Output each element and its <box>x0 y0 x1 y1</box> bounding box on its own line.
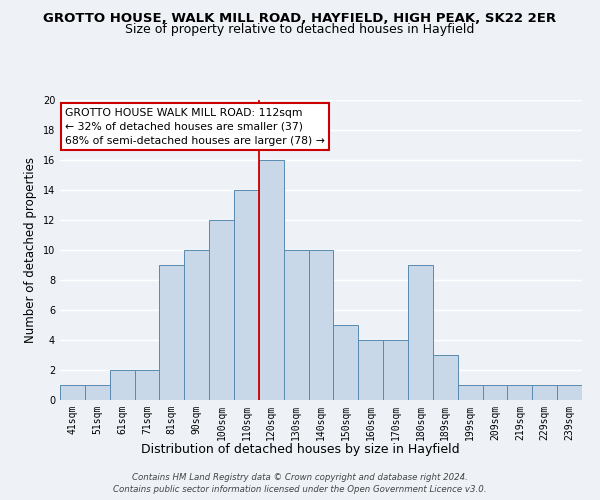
Bar <box>408 265 433 400</box>
Bar <box>234 190 259 400</box>
Bar <box>160 265 184 400</box>
Bar <box>85 385 110 400</box>
Bar <box>458 385 482 400</box>
Text: GROTTO HOUSE, WALK MILL ROAD, HAYFIELD, HIGH PEAK, SK22 2ER: GROTTO HOUSE, WALK MILL ROAD, HAYFIELD, … <box>43 12 557 26</box>
Text: Contains HM Land Registry data © Crown copyright and database right 2024.: Contains HM Land Registry data © Crown c… <box>132 472 468 482</box>
Bar <box>209 220 234 400</box>
Bar <box>284 250 308 400</box>
Bar <box>557 385 582 400</box>
Bar <box>259 160 284 400</box>
Bar <box>433 355 458 400</box>
Bar <box>308 250 334 400</box>
Bar <box>110 370 134 400</box>
Text: Distribution of detached houses by size in Hayfield: Distribution of detached houses by size … <box>140 442 460 456</box>
Bar <box>482 385 508 400</box>
Bar <box>184 250 209 400</box>
Text: Size of property relative to detached houses in Hayfield: Size of property relative to detached ho… <box>125 22 475 36</box>
Bar <box>358 340 383 400</box>
Text: GROTTO HOUSE WALK MILL ROAD: 112sqm
← 32% of detached houses are smaller (37)
68: GROTTO HOUSE WALK MILL ROAD: 112sqm ← 32… <box>65 108 325 146</box>
Bar <box>60 385 85 400</box>
Y-axis label: Number of detached properties: Number of detached properties <box>24 157 37 343</box>
Bar <box>508 385 532 400</box>
Text: Contains public sector information licensed under the Open Government Licence v3: Contains public sector information licen… <box>113 485 487 494</box>
Bar <box>134 370 160 400</box>
Bar <box>334 325 358 400</box>
Bar <box>532 385 557 400</box>
Bar <box>383 340 408 400</box>
